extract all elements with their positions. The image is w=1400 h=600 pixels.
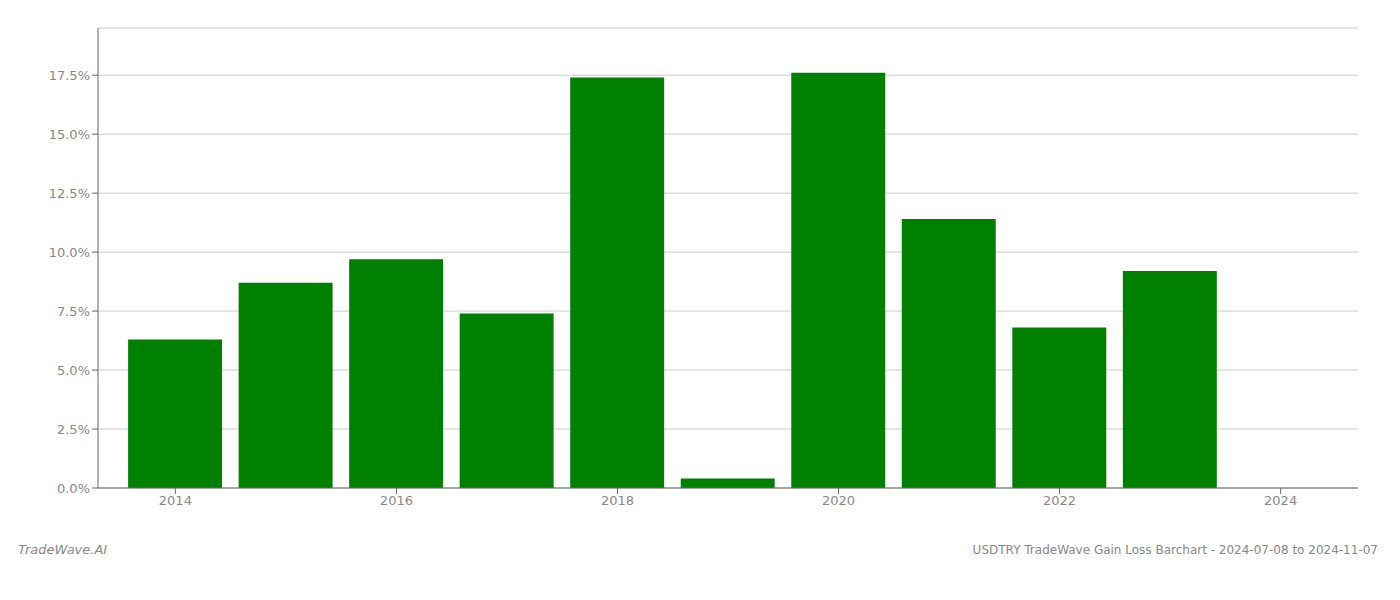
svg-text:2.5%: 2.5% bbox=[57, 422, 90, 437]
svg-text:2014: 2014 bbox=[159, 493, 192, 508]
svg-text:2024: 2024 bbox=[1264, 493, 1297, 508]
svg-text:0.0%: 0.0% bbox=[57, 481, 90, 496]
svg-text:7.5%: 7.5% bbox=[57, 304, 90, 319]
svg-text:5.0%: 5.0% bbox=[57, 363, 90, 378]
svg-text:12.5%: 12.5% bbox=[49, 186, 90, 201]
svg-text:2016: 2016 bbox=[380, 493, 413, 508]
svg-text:17.5%: 17.5% bbox=[49, 68, 90, 83]
svg-text:2018: 2018 bbox=[601, 493, 634, 508]
svg-text:10.0%: 10.0% bbox=[49, 245, 90, 260]
svg-text:15.0%: 15.0% bbox=[49, 127, 90, 142]
html-text:USDTRY TradeWave Gain Loss Bar: USDTRY TradeWave Gain Loss Barchart - 20… bbox=[972, 543, 1378, 557]
svg-text:2022: 2022 bbox=[1043, 493, 1076, 508]
html-text:TradeWave.AI: TradeWave.AI bbox=[18, 542, 108, 557]
svg-text:2020: 2020 bbox=[822, 493, 855, 508]
